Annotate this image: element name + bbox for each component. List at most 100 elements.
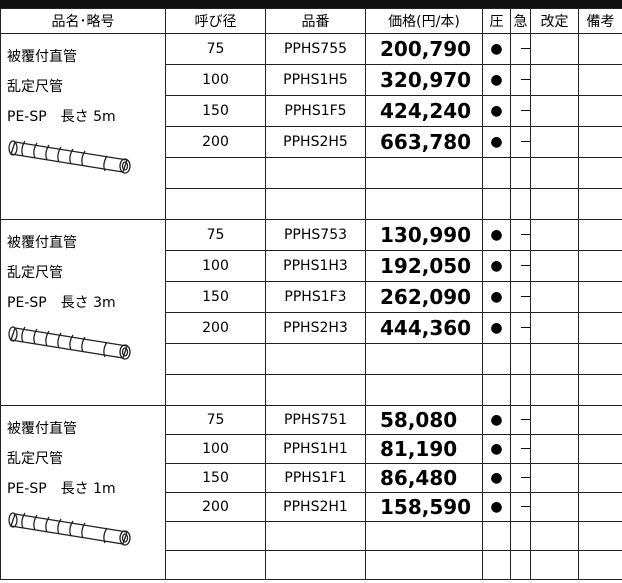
cell: ● — [482, 219, 511, 251]
cell: － — [510, 463, 531, 493]
cell: ● — [482, 95, 511, 127]
cell: － — [510, 64, 531, 96]
header-cell: 呼び径 — [165, 8, 266, 34]
cell — [530, 434, 579, 464]
product-cell: 被覆付直管 乱定尺管 PE-SP 長さ 1m — [0, 405, 166, 580]
cell: 200,790 — [365, 33, 483, 65]
cell: 200 — [165, 492, 266, 522]
cell — [482, 550, 511, 580]
cell — [578, 219, 622, 251]
cell — [578, 281, 622, 313]
product-line: 乱定尺管 — [7, 451, 63, 467]
product-cell: 被覆付直管 乱定尺管 PE-SP 長さ 3m — [0, 219, 166, 406]
cell — [265, 188, 366, 220]
row — [1, 550, 622, 580]
cell — [578, 550, 622, 580]
row — [1, 188, 622, 220]
cell: 130,990 — [365, 219, 483, 251]
cell — [165, 188, 266, 220]
cell — [530, 550, 579, 580]
cell: ● — [482, 463, 511, 493]
product-line: PE-SP 長さ 3m — [7, 295, 116, 311]
cell — [482, 343, 511, 375]
cell: － — [510, 434, 531, 464]
cell — [165, 521, 266, 551]
cell — [530, 95, 579, 127]
cell: － — [510, 312, 531, 344]
cell: ● — [482, 126, 511, 158]
cell — [365, 343, 483, 375]
cell: － — [510, 281, 531, 313]
cell — [510, 550, 531, 580]
cell — [482, 188, 511, 220]
cell — [578, 95, 622, 127]
cell — [530, 374, 579, 406]
cell — [510, 188, 531, 220]
product-cell: 被覆付直管 乱定尺管 PE-SP 長さ 5m — [0, 33, 166, 220]
cell: ● — [482, 33, 511, 65]
cell: PPHS1F3 — [265, 281, 366, 313]
pipe-icon — [8, 326, 131, 360]
cell: 150 — [165, 95, 266, 127]
cell: ● — [482, 312, 511, 344]
cell — [265, 550, 366, 580]
cell — [165, 157, 266, 189]
cell — [482, 374, 511, 406]
cell — [578, 64, 622, 96]
cell — [165, 550, 266, 580]
cell: － — [510, 219, 531, 251]
cell: 424,240 — [365, 95, 483, 127]
cell: PPHS1H5 — [265, 64, 366, 96]
row — [1, 157, 622, 189]
cell — [578, 492, 622, 522]
price-table: 品名･略号 呼び径 品番 価格(円/本) 圧急改定 備考 被覆付直管 乱定尺管 PE-SP 長… — [0, 8, 622, 580]
product-line: 乱定尺管 — [7, 265, 63, 281]
cell — [578, 126, 622, 158]
header-cell: 品番 — [265, 8, 366, 34]
cell: 81,190 — [365, 434, 483, 464]
product-line: 被覆付直管 — [7, 421, 77, 437]
cell: 158,590 — [365, 492, 483, 522]
cell: 150 — [165, 463, 266, 493]
cell: PPHS755 — [265, 33, 366, 65]
cell — [365, 374, 483, 406]
cell — [530, 343, 579, 375]
cell: － — [510, 126, 531, 158]
product-line: 被覆付直管 — [7, 49, 77, 65]
cell: PPHS1H1 — [265, 434, 366, 464]
cell — [578, 463, 622, 493]
cell — [530, 405, 579, 435]
top-bar — [0, 0, 622, 8]
cell — [530, 492, 579, 522]
cell — [530, 463, 579, 493]
cell — [578, 374, 622, 406]
cell: － — [510, 33, 531, 65]
cell: － — [510, 492, 531, 522]
cell — [530, 521, 579, 551]
cell: ● — [482, 64, 511, 96]
cell — [365, 188, 483, 220]
cell — [530, 281, 579, 313]
header-cell: 備考 — [578, 8, 622, 34]
cell: PPHS1F1 — [265, 463, 366, 493]
cell — [530, 250, 579, 282]
row — [1, 374, 622, 406]
cell: 200 — [165, 312, 266, 344]
header-cell: 圧 — [482, 8, 511, 34]
header-cell: 改定 — [530, 8, 579, 34]
cell: ● — [482, 405, 511, 435]
cell: － — [510, 95, 531, 127]
cell: 75 — [165, 219, 266, 251]
cell — [482, 157, 511, 189]
product-line: PE-SP 長さ 5m — [7, 109, 116, 125]
cell: 663,780 — [365, 126, 483, 158]
pipe-icon — [8, 512, 131, 546]
